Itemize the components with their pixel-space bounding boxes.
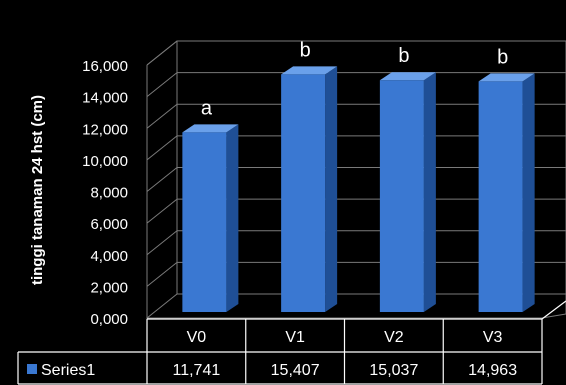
- bar-annotation: a: [201, 97, 213, 119]
- y-tick-label: 12,000: [82, 121, 128, 138]
- table-line: [541, 300, 566, 320]
- y-tick-label: 6,000: [90, 216, 128, 233]
- bar-annotation: b: [398, 45, 409, 67]
- y-tick-label: 0,000: [90, 311, 128, 328]
- bar-side: [226, 124, 239, 313]
- table-value: 11,741: [173, 362, 221, 379]
- bars: [182, 66, 535, 313]
- bar: [379, 80, 424, 312]
- bar-side: [522, 73, 535, 313]
- legend-series-name: Series1: [41, 362, 95, 379]
- bar-side: [423, 72, 436, 312]
- y-tick-label: 14,000: [82, 90, 128, 107]
- bar-annotation: b: [497, 46, 508, 68]
- back-wall: [176, 40, 566, 295]
- y-tick-label: 10,000: [82, 153, 128, 170]
- bar-annotation: b: [300, 39, 311, 61]
- y-tick-label: 16,000: [82, 58, 128, 75]
- y-tick-label: 4,000: [90, 248, 128, 265]
- gridline-depth: [146, 103, 178, 129]
- y-tick-label: 8,000: [90, 185, 128, 202]
- y-axis-tick-labels: 0,000 2,000 4,000 6,000 8,000 10,000 12,000 14,…: [82, 58, 128, 328]
- category-label: V0: [187, 329, 207, 346]
- bar: [182, 132, 227, 312]
- table-value: 15,407: [271, 362, 320, 379]
- gridline-depth: [146, 135, 178, 161]
- table-value: 14,963: [468, 362, 517, 379]
- category-label: V2: [384, 329, 404, 346]
- floor: [145, 293, 566, 319]
- gridline-depth: [146, 261, 178, 287]
- data-table: V0 V1 V2 V3 11,741 15,407 15,037 14,963 Series1: [17, 300, 566, 385]
- gridline-depth: [146, 72, 178, 98]
- bar-top: [379, 72, 436, 81]
- bar: [478, 81, 523, 313]
- gridline-depth: [146, 167, 178, 192]
- bar-side: [325, 66, 338, 312]
- category-label: V3: [483, 329, 503, 346]
- y-axis-label: tinggi tanaman 24 hst (cm): [29, 95, 46, 285]
- gridline-depth: [146, 230, 178, 256]
- bar-top: [281, 66, 338, 75]
- category-label: V1: [285, 329, 305, 346]
- table-value: 15,037: [369, 362, 418, 379]
- plot-walls: [145, 40, 566, 319]
- y-tick-label: 2,000: [90, 279, 128, 296]
- bar: [281, 74, 326, 312]
- gridline-depth: [146, 198, 178, 224]
- bar-annotations: a b b b: [201, 39, 508, 119]
- bar-top: [478, 73, 535, 82]
- side-wall-top-edge: [146, 40, 178, 66]
- legend-swatch: [27, 364, 37, 374]
- bar-top: [182, 124, 239, 133]
